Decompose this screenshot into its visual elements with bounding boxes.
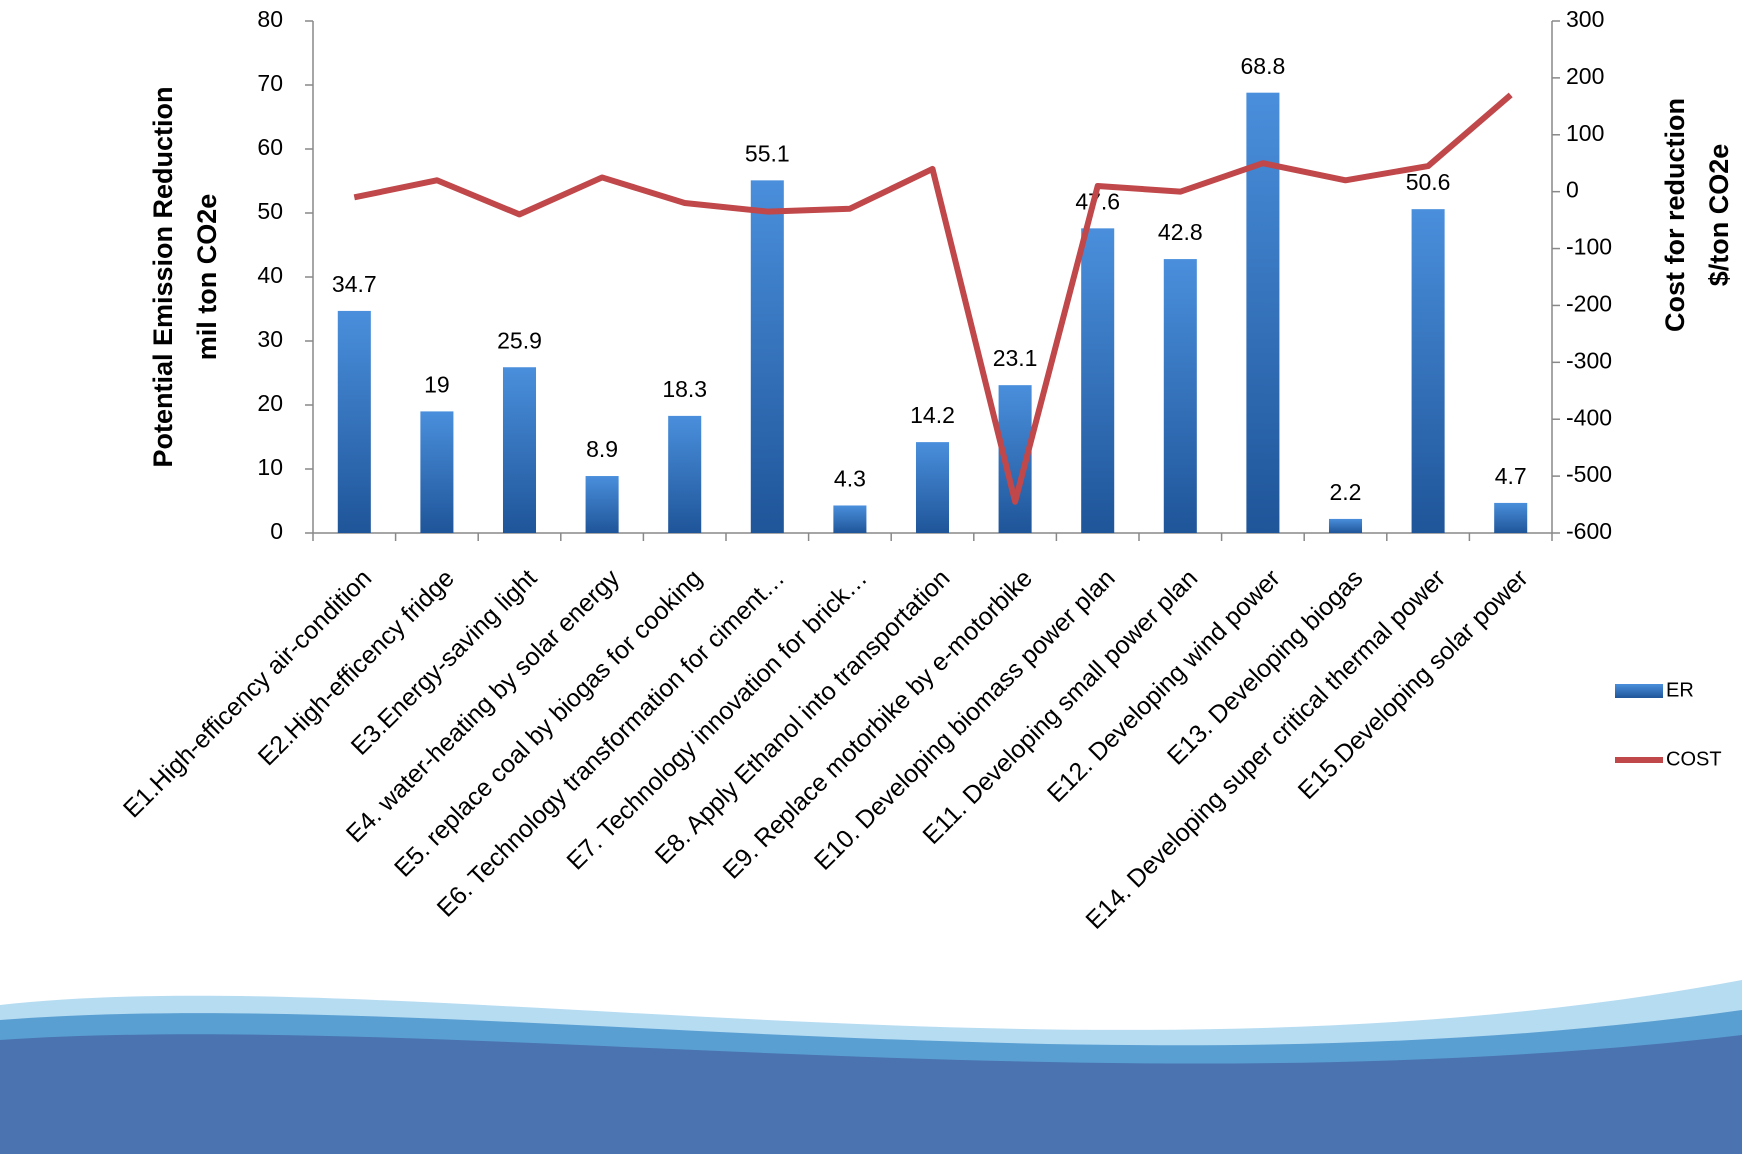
x-tick-label: E7. Technology innovation for brick…: [561, 564, 872, 875]
y-tick-label: 80: [257, 6, 283, 32]
y-tick-label: 10: [257, 454, 283, 480]
y2-tick-label: -400: [1566, 404, 1612, 430]
bar: [750, 180, 784, 534]
data-label: 18.3: [662, 376, 707, 402]
bar: [1328, 518, 1363, 533]
y2-tick-label: -100: [1566, 234, 1612, 260]
y-tick-label: 20: [257, 390, 283, 416]
y2-axis-title-line: Cost for reduction: [1660, 98, 1690, 332]
y2-axis-title-line: $/ton CO2e: [1704, 144, 1734, 287]
data-label: 4.3: [834, 466, 866, 492]
y2-tick-label: 200: [1566, 63, 1604, 89]
y2-tick-label: 300: [1566, 6, 1604, 32]
bar: [668, 415, 702, 533]
y-tick-label: 50: [257, 198, 283, 224]
bar: [1081, 228, 1115, 534]
legend-swatch: [1615, 684, 1663, 698]
data-label: 8.9: [586, 436, 618, 462]
bar: [337, 310, 371, 533]
data-label: 4.7: [1495, 463, 1527, 489]
y-axis-title: Potential Emission Reduction mil ton CO2e: [148, 86, 222, 467]
x-tick-label: E10. Developing biomass power plan: [809, 564, 1121, 876]
bar: [1411, 209, 1445, 533]
data-label: 19: [424, 371, 450, 397]
data-label: 50.6: [1406, 169, 1451, 195]
line: [353, 92, 1513, 505]
data-label: 55.1: [745, 140, 790, 166]
bar: [585, 476, 619, 533]
bar: [915, 442, 950, 533]
y-axis-title-line: mil ton CO2e: [192, 194, 222, 361]
y-axis-title-line: Potential Emission Reduction: [148, 86, 178, 467]
data-label: 42.8: [1158, 219, 1203, 245]
bar: [420, 411, 454, 533]
data-label: 2.2: [1330, 479, 1362, 505]
legend-label: ER: [1666, 679, 1694, 701]
legend-label: COST: [1666, 748, 1722, 770]
y2-axis-title: Cost for reduction $/ton CO2e: [1660, 98, 1734, 332]
y-tick-label: 30: [257, 326, 283, 352]
y-tick-label: 40: [257, 262, 283, 288]
y-tick-label: 0: [270, 518, 283, 544]
background-wave: [0, 980, 1742, 1154]
y2-tick-label: 100: [1566, 120, 1604, 146]
data-label: 25.9: [497, 327, 542, 353]
y-tick-label: 60: [257, 134, 283, 160]
data-label: 23.1: [993, 345, 1038, 371]
y2-tick-label: -500: [1566, 461, 1612, 487]
x-tick-label: E5. replace coal by biogas for cooking: [389, 564, 708, 883]
data-label: 68.8: [1241, 53, 1286, 79]
bar: [1246, 92, 1280, 534]
bar: [502, 367, 537, 533]
x-tick-label: E8. Apply Ethanol into transportation: [650, 564, 956, 870]
bar: [1494, 502, 1528, 533]
y-tick-label: 70: [257, 70, 283, 96]
data-label: 34.7: [332, 271, 377, 297]
bar: [1163, 259, 1197, 533]
x-tick-label: E9. Replace motorbike by e-motorbike: [718, 564, 1038, 884]
y2-tick-label: -200: [1566, 291, 1612, 317]
bar: [833, 505, 867, 533]
y2-tick-label: -600: [1566, 518, 1612, 544]
y2-tick-label: -300: [1566, 347, 1612, 373]
data-label: 14.2: [910, 402, 955, 428]
y2-tick-label: 0: [1566, 177, 1579, 203]
